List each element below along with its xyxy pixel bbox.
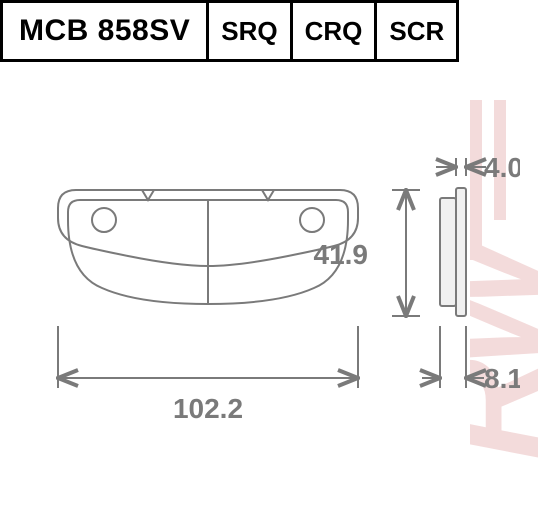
variant-scr: SCR bbox=[377, 0, 459, 62]
variant-crq: CRQ bbox=[293, 0, 378, 62]
technical-drawing: 4.0 41.9 8.1 102.2 bbox=[40, 130, 520, 470]
dim-total-thickness: 8.1 bbox=[422, 326, 520, 394]
variant-srq: SRQ bbox=[209, 0, 292, 62]
product-code: MCB 858SV bbox=[0, 0, 209, 62]
dim-height-value: 41.9 bbox=[314, 239, 369, 270]
dim-plate-thickness: 4.0 bbox=[436, 152, 520, 183]
dim-width-value: 102.2 bbox=[173, 393, 243, 424]
dim-height: 41.9 bbox=[314, 190, 421, 316]
dim-plate-thickness-value: 4.0 bbox=[484, 152, 520, 183]
header-row: MCB 858SV SRQ CRQ SCR bbox=[0, 0, 560, 62]
dim-width: 102.2 bbox=[58, 326, 358, 424]
dim-total-thickness-value: 8.1 bbox=[484, 363, 520, 394]
side-view bbox=[440, 188, 466, 316]
brake-pad-spec-card: MCB 858SV SRQ CRQ SCR RW bbox=[0, 0, 560, 511]
